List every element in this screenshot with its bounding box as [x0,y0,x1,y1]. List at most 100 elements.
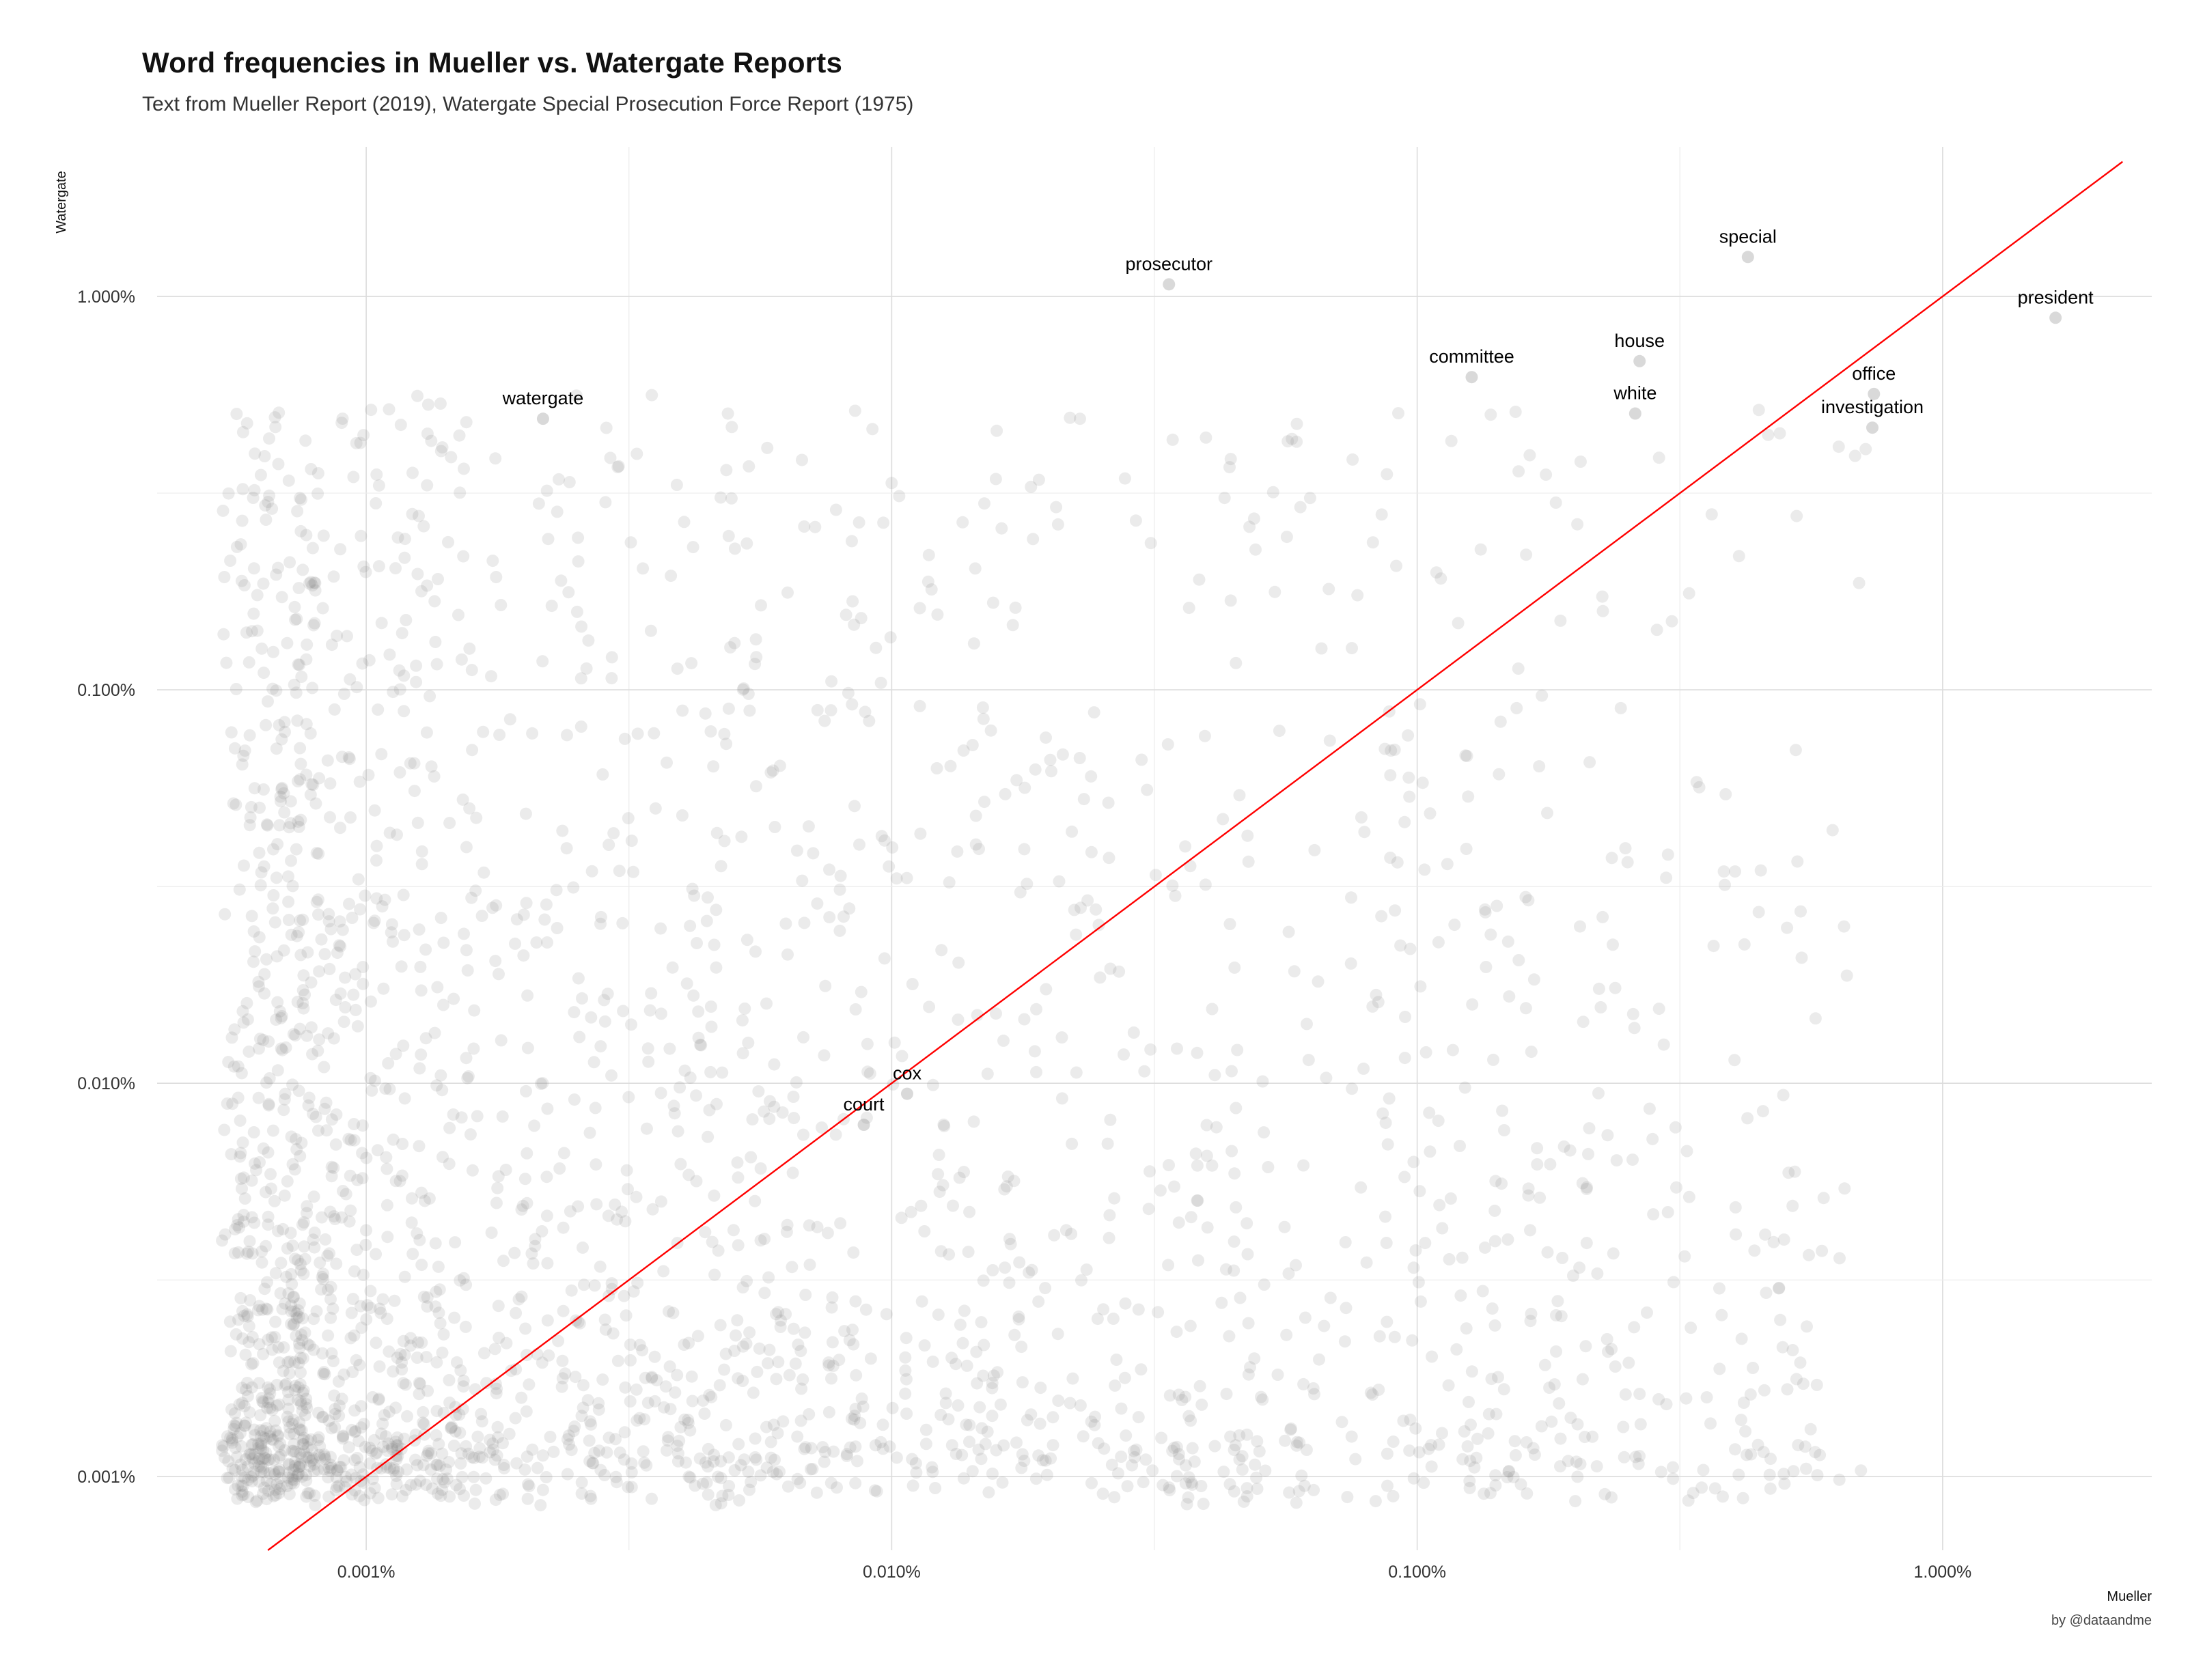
data-point [933,1186,946,1199]
data-point [291,1394,304,1406]
data-point [540,1171,553,1184]
data-point [266,1433,279,1446]
data-point [379,1082,392,1095]
data-point [848,1413,861,1426]
data-point [519,1322,532,1335]
data-point [587,1457,600,1470]
data-point [521,1492,534,1505]
data-point [1456,1251,1469,1264]
data-point [883,1440,896,1453]
data-point [315,1283,328,1296]
data-point [605,1283,618,1296]
data-point [346,1366,359,1379]
data-point [1121,1480,1134,1493]
data-point [577,1241,589,1254]
data-point [404,757,417,770]
data-point [1278,1220,1291,1233]
data-point [743,1326,756,1339]
data-point [1297,1159,1310,1172]
data-point [1118,472,1131,485]
data-point [258,667,271,680]
data-point [1308,843,1321,856]
data-point [277,1364,290,1377]
data-point [1838,1182,1851,1195]
data-point [230,540,243,553]
word-label: prosecutor [1125,253,1212,274]
data-point [318,1450,331,1463]
data-point [1065,1227,1078,1240]
data-point [233,1398,246,1411]
data-point [351,1020,364,1033]
data-point [430,1356,443,1369]
data-point [1404,1413,1417,1426]
data-point [570,389,583,402]
data-point [510,913,523,926]
data-point [1764,1453,1777,1466]
data-point [950,1358,962,1371]
data-point [1406,1334,1419,1347]
data-point [333,1461,346,1473]
data-point [1833,1252,1846,1265]
data-point [245,1474,258,1487]
data-point [1704,1417,1717,1430]
data-point [1774,1313,1787,1326]
data-point [415,1336,428,1349]
data-point [425,434,438,447]
data-point [535,1078,547,1090]
data-point [292,820,305,833]
data-point [390,1477,403,1490]
data-point [1307,1483,1320,1496]
data-point [688,889,701,902]
data-point [1510,701,1523,714]
data-point [1773,1281,1786,1294]
data-point [1074,412,1086,425]
data-point [430,1405,443,1418]
data-point [294,1258,307,1270]
data-point [1795,951,1808,964]
data-point [682,1470,695,1483]
data-point [749,658,762,671]
data-point [491,1431,504,1444]
data-point [525,1247,538,1260]
data-point [555,1380,568,1393]
data-point [816,1441,829,1454]
data-point [1225,1065,1238,1078]
data-point [952,1013,965,1026]
data-point [282,870,294,883]
data-point [232,1091,245,1104]
data-point [581,1394,594,1407]
data-point [1708,1482,1721,1495]
data-point [329,1213,342,1226]
data-point [262,1218,275,1231]
data-point [333,939,346,952]
data-point [991,1366,1004,1379]
data-point [387,1464,400,1476]
data-point [1210,1121,1223,1134]
data-point [1713,1282,1725,1295]
data-point [460,944,473,957]
data-point [335,1392,348,1405]
data-point [291,996,304,1008]
data-point [353,1489,366,1502]
data-point [292,582,305,595]
data-point [807,847,820,860]
data-point [615,1205,628,1218]
data-point [356,657,369,670]
data-point [334,940,347,953]
data-point [605,651,618,664]
data-point [301,1487,314,1500]
data-point [411,1352,424,1364]
data-point [1564,1144,1577,1157]
data-point [670,479,683,491]
data-point [732,1171,745,1184]
data-point [423,1192,436,1205]
data-point [772,1356,785,1369]
data-point [1090,903,1103,916]
data-point [1838,920,1851,933]
data-point [490,571,503,583]
data-point [489,955,502,968]
data-point [310,1305,323,1318]
data-point [877,516,890,529]
data-point [1236,1450,1249,1463]
data-point [485,1227,498,1239]
